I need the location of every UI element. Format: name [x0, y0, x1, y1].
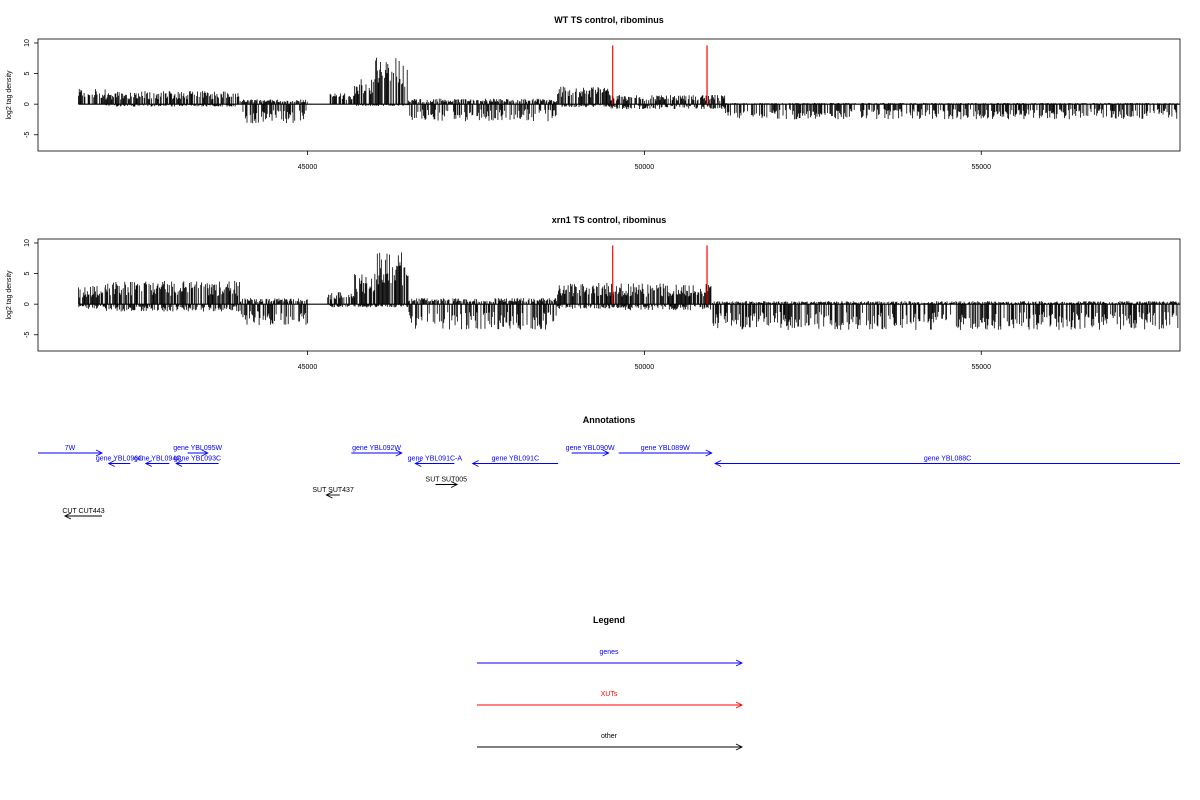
density-bars	[78, 57, 1180, 124]
legend-item: other	[477, 733, 744, 751]
track-panel-xrn1: xrn1 TS control, ribominus log2 tag dens…	[6, 215, 1181, 371]
annotation-feature: SUT SUT437	[312, 487, 354, 499]
legend-item: genes	[477, 649, 744, 667]
annotations-title: Annotations	[583, 415, 636, 425]
x-tick-label: 55000	[972, 164, 992, 171]
feature-label: gene YBL088C	[924, 456, 971, 463]
x-tick-label: 50000	[635, 164, 655, 171]
annotation-feature: gene YBL095W	[173, 445, 223, 457]
y-axis-label: log2 tag density	[6, 70, 13, 120]
legend-title: Legend	[593, 615, 625, 625]
arrow-head	[735, 743, 744, 751]
annotation-feature: gene YBL090W	[566, 445, 615, 457]
feature-label: gene YBL096C	[96, 456, 143, 463]
y-tick-label: -5	[24, 332, 31, 338]
xut-markers	[612, 245, 708, 305]
feature-label: gene YBL089W	[641, 445, 690, 452]
arrow-head	[735, 701, 744, 709]
legend-label: other	[601, 733, 618, 740]
panel-title: WT TS control, ribominus	[554, 15, 664, 25]
annotation-feature: gene YBL096C	[96, 456, 143, 467]
legend: Legend genes XUTs other	[477, 615, 744, 751]
y-tick-label: 0	[24, 102, 31, 106]
plot-frame	[37, 38, 1181, 152]
arrow-head	[107, 460, 115, 467]
annotation-feature: gene YBL093C	[174, 456, 221, 467]
annotation-feature: gene YBL089W	[618, 445, 713, 457]
arrow-head	[325, 491, 333, 499]
arrow-head	[395, 449, 403, 457]
xut-markers	[612, 45, 708, 105]
feature-label: 7W	[65, 445, 76, 452]
x-tick-label: 45000	[298, 164, 318, 171]
y-tick-label: 10	[24, 39, 31, 47]
arrow-head	[450, 481, 459, 488]
axes: -5 0 5 10 45000 50000 55000	[24, 39, 991, 171]
density-bars	[78, 252, 1181, 330]
axes: -5 0 5 10 45000 50000 55000	[24, 239, 991, 371]
arrow-head	[63, 512, 72, 520]
y-tick-label: 5	[24, 272, 31, 276]
feature-label: gene YBL093C	[174, 456, 221, 463]
feature-label: SUT SUT437	[312, 487, 354, 494]
plot-frame	[37, 238, 1181, 352]
arrow-head	[735, 659, 744, 667]
x-tick-label: 50000	[635, 364, 655, 371]
arrow-head	[95, 449, 104, 457]
x-tick-label: 55000	[972, 364, 992, 371]
annotation-feature: SUT SUT005	[426, 477, 468, 488]
panel-title: xrn1 TS control, ribominus	[552, 215, 667, 225]
annotation-feature: gene YBL091C	[471, 456, 559, 467]
legend-item: XUTs	[477, 691, 744, 709]
arrow-head	[175, 460, 183, 467]
annotation-feature: gene YBL088C	[714, 456, 1180, 467]
feature-label: SUT SUT005	[426, 477, 468, 484]
feature-label: gene YBL095W	[173, 445, 222, 452]
feature-label: gene YBL091C-A	[408, 456, 463, 463]
arrow-head	[602, 449, 610, 457]
arrow-head	[714, 460, 722, 467]
track-panel-wt: WT TS control, ribominus log2 tag densit…	[6, 15, 1181, 171]
legend-label: XUTs	[601, 691, 618, 698]
arrow-head	[705, 449, 713, 457]
annotation-feature: CUT CUT443	[62, 508, 105, 520]
feature-label: gene YBL091C	[492, 456, 539, 463]
feature-label: gene YBL092W	[352, 445, 401, 452]
y-tick-label: -5	[24, 132, 31, 138]
y-tick-label: 10	[24, 239, 31, 247]
arrow-head	[144, 460, 153, 467]
arrow-head	[201, 449, 209, 457]
y-tick-label: 5	[24, 72, 31, 76]
annotation-feature: gene YBL091C-A	[408, 456, 463, 467]
arrow-head	[414, 460, 422, 467]
annotation-feature: 7W	[38, 445, 104, 457]
y-axis-label: log2 tag density	[6, 270, 13, 320]
x-tick-label: 45000	[298, 364, 318, 371]
annotation-feature: gene YBL094C	[134, 456, 181, 467]
feature-label: gene YBL090W	[566, 445, 615, 452]
arrow-head	[471, 460, 479, 467]
feature-label: CUT CUT443	[62, 508, 104, 515]
feature-label: gene YBL094C	[134, 456, 181, 463]
legend-label: genes	[599, 649, 619, 656]
y-tick-label: 0	[24, 302, 31, 306]
annotation-feature: gene YBL092W	[351, 445, 403, 457]
